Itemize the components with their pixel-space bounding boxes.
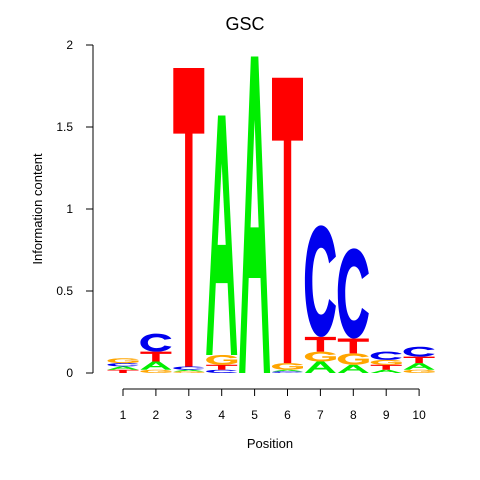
letter-A xyxy=(403,363,435,370)
letter-G xyxy=(337,353,369,365)
x-tick-label: 1 xyxy=(120,408,127,422)
x-tick-label: 9 xyxy=(383,408,390,422)
letter-T xyxy=(107,369,139,373)
y-tick-label: 1 xyxy=(66,202,73,216)
y-tick-label: 0 xyxy=(66,366,73,380)
letter-C xyxy=(206,369,238,373)
letter-T xyxy=(272,77,303,364)
letter-C xyxy=(304,225,336,337)
x-tick-label: 2 xyxy=(153,408,160,422)
letter-A xyxy=(206,115,238,355)
y-tick-label: 0.5 xyxy=(56,284,73,298)
letter-T xyxy=(403,356,435,364)
y-tick-label: 1.5 xyxy=(56,120,73,134)
letter-G xyxy=(304,351,336,362)
y-tick-label: 2 xyxy=(66,38,73,52)
letter-A xyxy=(337,364,369,373)
x-tick-label: 7 xyxy=(317,408,324,422)
letter-T xyxy=(206,364,238,370)
letter-G xyxy=(173,371,205,373)
letter-C xyxy=(370,351,402,360)
stack-position-7 xyxy=(304,225,336,373)
x-tick-label: 3 xyxy=(185,408,192,422)
letter-T xyxy=(140,351,172,362)
x-tick-label: 6 xyxy=(284,408,291,422)
x-tick-label: 5 xyxy=(251,408,258,422)
x-axis-label: Position xyxy=(247,436,293,451)
letter-G xyxy=(107,358,139,364)
x-tick-label: 4 xyxy=(218,408,225,422)
y-axis: 0 0.5 1 1.5 2 xyxy=(56,38,94,380)
stack-position-5 xyxy=(239,56,271,373)
letter-G xyxy=(140,369,172,373)
letter-C xyxy=(272,371,303,373)
letter-A xyxy=(107,366,139,370)
letter-A xyxy=(239,56,271,373)
letter-T xyxy=(173,67,205,367)
stack-position-10 xyxy=(403,346,435,373)
stack-position-2 xyxy=(140,333,172,373)
letter-C xyxy=(403,346,435,357)
stack-position-9 xyxy=(370,351,402,373)
x-tick-label: 8 xyxy=(350,408,357,422)
letter-G xyxy=(403,369,435,373)
letter-A xyxy=(272,369,303,372)
letter-A xyxy=(304,361,336,373)
stack-position-8 xyxy=(337,248,369,373)
x-axis: 1 2 3 4 5 6 7 8 9 10 xyxy=(120,388,426,422)
x-tick-label: 10 xyxy=(412,408,426,422)
letter-A xyxy=(140,361,172,370)
letter-T xyxy=(370,364,402,370)
letter-G xyxy=(272,363,303,370)
letter-T xyxy=(304,336,336,352)
letter-A xyxy=(173,369,205,372)
letter-G xyxy=(206,354,238,365)
letter-C xyxy=(173,366,205,370)
letter-stacks xyxy=(107,56,435,373)
letter-G xyxy=(370,359,402,365)
stack-position-4 xyxy=(206,115,238,373)
letter-C xyxy=(107,363,139,367)
letter-A xyxy=(370,369,402,373)
letter-C xyxy=(140,333,172,352)
y-axis-label: Information content xyxy=(30,153,45,265)
stack-position-6 xyxy=(272,77,303,373)
letter-C xyxy=(337,248,369,339)
chart-title: GSC xyxy=(225,14,264,34)
stack-position-1 xyxy=(107,358,139,373)
stack-position-3 xyxy=(173,67,205,373)
letter-T xyxy=(337,338,369,354)
